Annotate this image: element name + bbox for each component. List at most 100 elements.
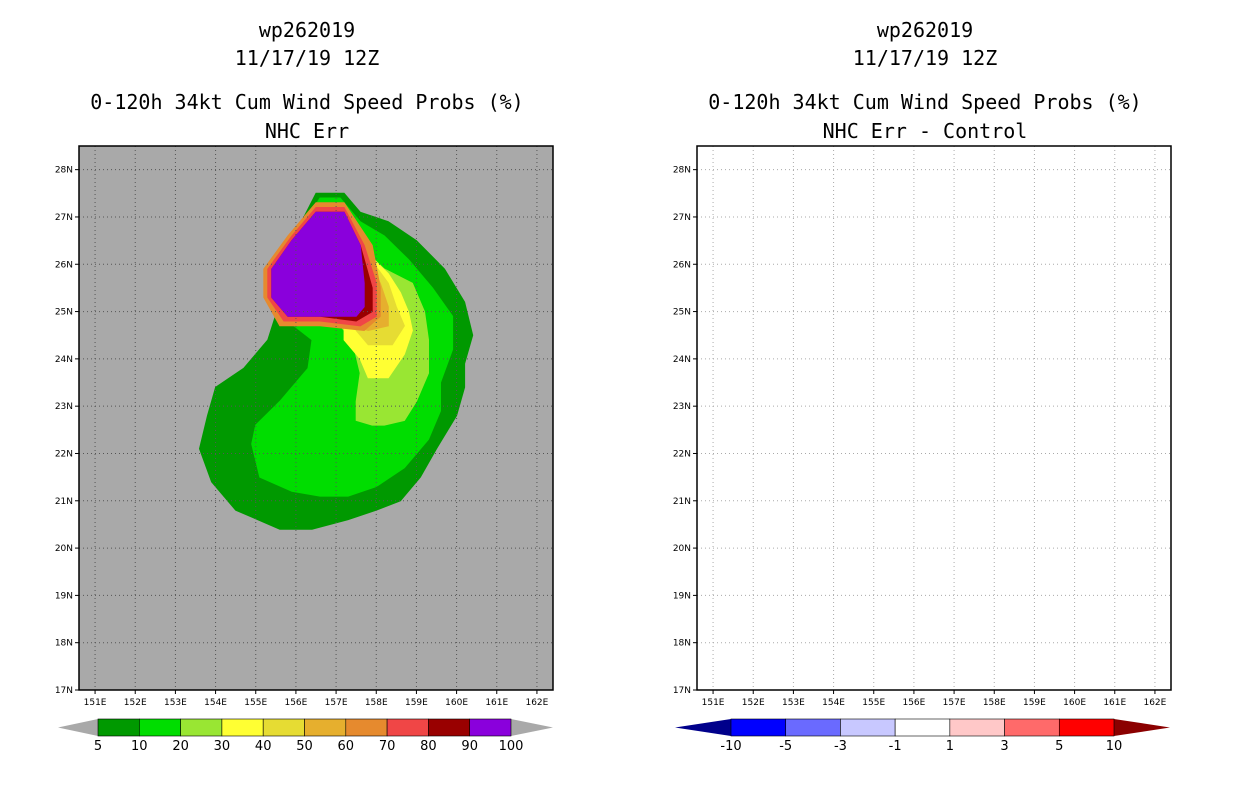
right-y-tick-label: 25N [673,308,691,318]
left-wind-probability-map: 151E 152E 153E 154E 155E 156E 157E 158E 159E 160E… [55,145,554,754]
right-y-tick-label: 22N [673,449,691,459]
left-colorbar-label: 50 [296,739,313,754]
right-x-tick-label: 158E [983,698,1006,708]
right-x-tick-label: 151E [702,698,725,708]
right-difference-map: 151E 152E 153E 154E 155E 156E 157E 158E 159E 160E… [673,145,1172,754]
left-y-tick-label: 25N [55,308,73,318]
right-x-tick-label: 153E [782,698,805,708]
left-colorbar-under-triangle [58,719,98,736]
right-y-tick-label: 28N [673,166,691,176]
right-colorbar-swatch [1058,718,1115,737]
left-storm-id: wp262019 [258,18,356,42]
left-y-tick-label: 24N [55,355,73,365]
left-x-tick-label: 151E [84,698,107,708]
left-y-tick-label: 20N [55,544,73,554]
right-colorbar-swatch [1004,718,1060,737]
right-x-tick-label: 154E [822,698,845,708]
left-y-tick-label: 26N [55,260,73,270]
right-chart-subtitle: NHC Err - Control [822,119,1028,143]
right-colorbar-label: 10 [1106,739,1123,754]
left-x-tick-label: 158E [365,698,388,708]
left-y-tick-label: 22N [55,449,73,459]
right-x-tick-label: 162E [1143,698,1166,708]
right-colorbar-under-triangle [675,719,731,736]
left-y-tick-label: 19N [55,591,73,601]
left-plot-frame [78,145,554,691]
right-colorbar-label: 5 [1055,739,1063,754]
left-y-tick-label: 17N [55,686,73,696]
left-x-tick-label: 160E [445,698,468,708]
right-colorbar-swatch [949,718,1005,737]
left-colorbar-label: 20 [172,739,189,754]
left-colorbar-label: 5 [94,739,102,754]
left-colorbar-swatch [345,718,388,737]
left-colorbar-swatch [386,718,429,737]
right-x-tick-label: 159E [1023,698,1046,708]
left-x-tick-label: 155E [244,698,267,708]
left-colorbar-swatch [97,718,140,737]
right-colorbar-swatch [785,718,841,737]
left-colorbar-swatch [304,718,347,737]
left-y-tick-label: 23N [55,402,73,412]
right-colorbar-over-triangle [1114,719,1170,736]
left-y-tick-label: 21N [55,497,73,507]
left-y-tick-label: 18N [55,639,73,649]
left-colorbar-label: 10 [131,739,148,754]
left-colorbar-over-triangle [511,719,553,736]
right-colorbar-label: 1 [946,739,954,754]
left-colorbar-swatch [262,718,305,737]
right-x-tick-label: 155E [862,698,885,708]
right-colorbar-swatch [730,718,787,737]
left-y-tick-label: 27N [55,213,73,223]
left-y-tick-label: 28N [55,166,73,176]
right-y-tick-label: 19N [673,591,691,601]
left-chart-title: 0-120h 34kt Cum Wind Speed Probs (%) [90,90,524,114]
right-y-tick-label: 20N [673,544,691,554]
left-x-tick-label: 156E [284,698,307,708]
right-colorbar-swatch [894,718,951,737]
right-colorbar-label: -10 [720,739,741,754]
left-x-tick-label: 159E [405,698,428,708]
right-plot-frame [696,145,1172,691]
left-colorbar-swatch [469,718,512,737]
left-colorbar-label: 40 [255,739,272,754]
left-colorbar-label: 30 [214,739,231,754]
right-colorbar-label: -3 [834,739,847,754]
left-colorbar-swatch [139,718,181,737]
left-x-tick-label: 161E [485,698,508,708]
right-y-tick-label: 18N [673,639,691,649]
left-x-tick-label: 154E [204,698,227,708]
right-chart-title: 0-120h 34kt Cum Wind Speed Probs (%) [708,90,1142,114]
left-colorbar-label: 80 [420,739,437,754]
left-x-tick-label: 153E [164,698,187,708]
right-storm-id: wp262019 [876,18,974,42]
left-chart-subtitle: NHC Err [264,119,350,143]
left-colorbar-swatch [428,718,470,737]
right-x-tick-label: 152E [742,698,765,708]
right-y-tick-label: 27N [673,213,691,223]
right-x-tick-label: 161E [1103,698,1126,708]
right-panel: wp262019 11/17/19 12Z 0-120h 34kt Cum Wi… [618,0,1236,800]
left-colorbar-label: 70 [379,739,396,754]
left-x-tick-label: 162E [525,698,548,708]
left-colorbar-label: 60 [338,739,355,754]
right-colorbar-swatch [840,718,896,737]
left-colorbar-swatch [221,718,264,737]
left-panel: wp262019 11/17/19 12Z 0-120h 34kt Cum Wi… [55,18,554,754]
right-colorbar-label: -1 [889,739,902,754]
right-y-tick-label: 17N [673,686,691,696]
right-x-tick-label: 156E [902,698,925,708]
right-x-tick-label: 157E [943,698,966,708]
left-colorbar-swatch [180,718,223,737]
right-y-tick-label: 23N [673,402,691,412]
right-datetime: 11/17/19 12Z [852,46,998,70]
right-colorbar-label: 3 [1000,739,1008,754]
right-y-tick-label: 21N [673,497,691,507]
right-colorbar-label: -5 [779,739,792,754]
right-x-tick-label: 160E [1063,698,1086,708]
right-y-tick-label: 24N [673,355,691,365]
left-colorbar-label: 90 [461,739,478,754]
left-x-tick-label: 152E [124,698,147,708]
left-datetime: 11/17/19 12Z [234,46,380,70]
left-x-tick-label: 157E [325,698,348,708]
